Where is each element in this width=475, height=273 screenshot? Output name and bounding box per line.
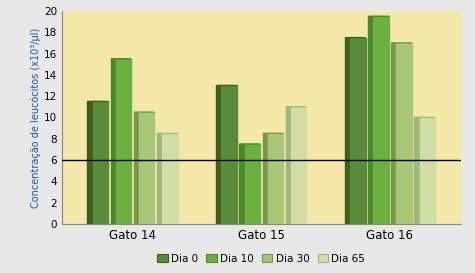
Bar (216, 85, 221, 224)
Bar (221, 85, 237, 224)
Bar (397, 43, 412, 224)
Ellipse shape (157, 133, 178, 134)
Ellipse shape (263, 133, 283, 134)
Bar (245, 144, 260, 224)
Legend: Dia 0, Dia 10, Dia 30, Dia 65: Dia 0, Dia 10, Dia 30, Dia 65 (153, 250, 369, 268)
Ellipse shape (345, 37, 365, 38)
Y-axis label: Concentração de leucócitos (x10³/µl): Concentração de leucócitos (x10³/µl) (30, 27, 41, 207)
Ellipse shape (285, 106, 306, 107)
Bar (285, 107, 291, 224)
Bar (139, 112, 154, 224)
Bar (263, 133, 268, 224)
Bar (291, 107, 306, 224)
Bar (239, 144, 245, 224)
Bar (345, 38, 350, 224)
Bar (134, 112, 139, 224)
Bar (368, 16, 373, 224)
Bar (93, 102, 108, 224)
Ellipse shape (216, 85, 237, 86)
Bar (87, 102, 93, 224)
Bar (419, 117, 435, 224)
Ellipse shape (111, 58, 131, 59)
Bar (162, 133, 178, 224)
Bar (350, 38, 365, 224)
Ellipse shape (414, 117, 435, 118)
Bar (391, 43, 397, 224)
Bar (414, 117, 419, 224)
Bar (268, 133, 283, 224)
Bar (373, 16, 389, 224)
Bar (111, 59, 116, 224)
Bar (116, 59, 131, 224)
Bar (157, 133, 162, 224)
Ellipse shape (368, 16, 389, 17)
Ellipse shape (87, 101, 108, 102)
